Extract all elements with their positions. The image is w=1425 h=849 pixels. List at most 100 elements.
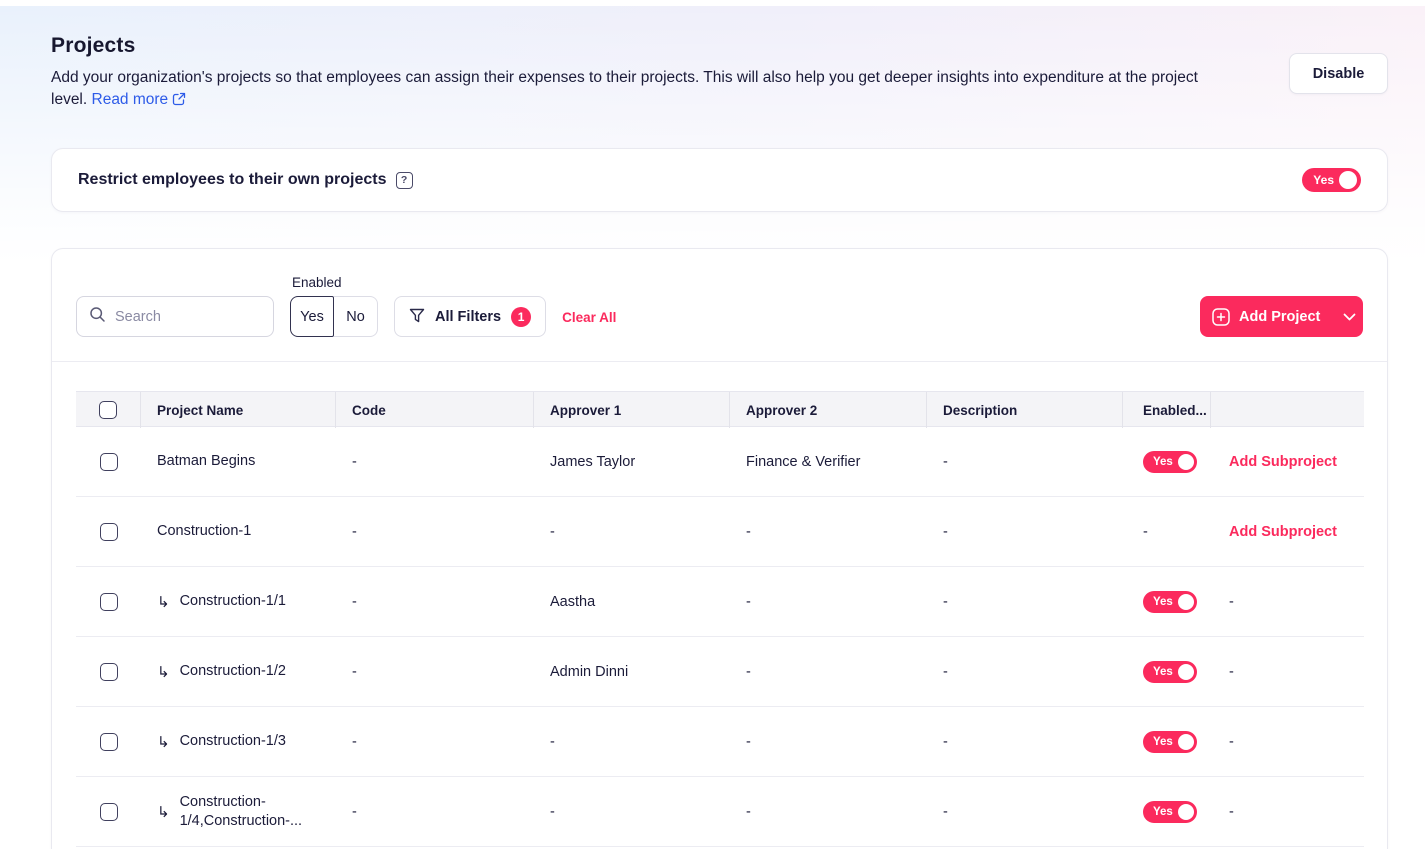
subproject-arrow-icon: ↳ xyxy=(157,592,170,611)
project-name-text: Construction-1/2 xyxy=(179,663,286,679)
select-all-checkbox[interactable] xyxy=(99,401,117,419)
enabled-cell: Yes xyxy=(1123,730,1211,753)
enabled-cell: Yes xyxy=(1123,800,1211,823)
all-filters-button[interactable]: All Filters 1 xyxy=(394,296,547,337)
row-checkbox[interactable] xyxy=(99,732,118,751)
enabled-toggle[interactable]: Yes xyxy=(1143,590,1197,613)
toggle-knob xyxy=(1177,593,1194,610)
approver-1-cell: - xyxy=(550,803,555,820)
row-select-cell xyxy=(76,802,141,821)
code-cell: - xyxy=(352,733,357,750)
row-action-cell: Add Subproject xyxy=(1211,454,1364,470)
table-header-description: Description xyxy=(927,392,1123,428)
approver-1-cell: - xyxy=(550,523,555,540)
add-project-label: Add Project xyxy=(1239,308,1321,325)
enabled-toggle-label: Yes xyxy=(1153,805,1173,818)
row-checkbox[interactable] xyxy=(99,452,118,471)
restrict-setting-card: Restrict employees to their own projects… xyxy=(51,148,1388,212)
page-description: Add your organization's projects so that… xyxy=(51,67,1211,113)
approver-1-cell: Admin Dinni xyxy=(550,663,629,680)
chevron-down-icon[interactable] xyxy=(1343,313,1356,321)
clear-all-link[interactable]: Clear All xyxy=(562,310,617,325)
row-checkbox[interactable] xyxy=(99,592,118,611)
external-link-icon xyxy=(172,91,186,113)
disable-button[interactable]: Disable xyxy=(1289,53,1388,94)
row-action-cell: - xyxy=(1229,733,1234,750)
project-name-cell: ↳ Construction-1/3 xyxy=(141,732,336,751)
description-cell: - xyxy=(943,453,948,470)
plus-square-icon xyxy=(1212,307,1230,326)
enabled-filter-label: Enabled xyxy=(292,275,342,290)
project-name-text: Construction-1 xyxy=(157,523,252,539)
code-cell: - xyxy=(352,523,357,540)
restrict-setting-toggle[interactable]: Yes xyxy=(1302,168,1361,192)
toggle-knob xyxy=(1177,733,1194,750)
table-header-actions xyxy=(1211,392,1364,428)
enabled-toggle[interactable]: Yes xyxy=(1143,800,1197,823)
read-more-link[interactable]: Read more xyxy=(92,91,187,108)
row-select-cell xyxy=(76,452,141,471)
table-header-approver-1: Approver 1 xyxy=(534,392,730,428)
search-icon xyxy=(89,306,106,328)
row-checkbox[interactable] xyxy=(99,802,118,821)
enabled-cell: Yes xyxy=(1123,450,1211,473)
project-name-text: Construction-1/3 xyxy=(179,733,286,749)
approver-1-cell: Aastha xyxy=(550,593,596,610)
table-header-code: Code xyxy=(336,392,534,428)
row-action-cell: - xyxy=(1229,803,1234,820)
code-cell: - xyxy=(352,803,357,820)
enabled-option-yes[interactable]: Yes xyxy=(290,296,334,337)
enabled-filter-group: Enabled Yes No xyxy=(290,275,378,337)
add-project-button[interactable]: Add Project xyxy=(1200,296,1363,337)
approver-2-cell: - xyxy=(746,523,751,540)
enabled-toggle-label: Yes xyxy=(1153,455,1173,468)
page-title: Projects xyxy=(51,34,136,57)
row-action-cell: - xyxy=(1229,593,1234,610)
code-cell: - xyxy=(352,453,357,470)
table-header-row: Project Name Code Approver 1 Approver 2 … xyxy=(76,391,1364,428)
enabled-toggle-label: Yes xyxy=(1153,735,1173,748)
enabled-toggle[interactable]: Yes xyxy=(1143,730,1197,753)
toggle-knob xyxy=(1177,663,1194,680)
help-icon[interactable]: ? xyxy=(395,171,413,189)
enabled-toggle[interactable]: Yes xyxy=(1143,450,1197,473)
description-cell: - xyxy=(943,593,948,610)
hero-gradient xyxy=(0,6,1425,264)
row-select-cell xyxy=(76,522,141,541)
toggle-knob xyxy=(1177,803,1194,820)
search-input[interactable] xyxy=(115,308,261,325)
table-row: Batman Begins - James Taylor Finance & Veri… xyxy=(76,427,1364,497)
add-subproject-link[interactable]: Add Subproject xyxy=(1229,453,1337,470)
subproject-arrow-icon: ↳ xyxy=(157,802,170,821)
filter-bar: Enabled Yes No All Filters 1 Clear All A… xyxy=(52,249,1387,362)
approver-2-cell: - xyxy=(746,733,751,750)
table-row: ↳ Construction-1/4,Construction-... - - - - Ye… xyxy=(76,777,1364,847)
filter-count-badge: 1 xyxy=(511,306,532,327)
subproject-arrow-icon: ↳ xyxy=(157,732,170,751)
row-checkbox[interactable] xyxy=(99,522,118,541)
enabled-segmented-control: Yes No xyxy=(290,296,378,337)
restrict-toggle-label: Yes xyxy=(1313,173,1334,187)
row-checkbox[interactable] xyxy=(99,662,118,681)
enabled-cell: Yes xyxy=(1123,660,1211,683)
table-header-select-all xyxy=(76,392,141,428)
row-select-cell xyxy=(76,732,141,751)
table-header-project-name: Project Name xyxy=(141,392,336,428)
table-row: ↳ Construction-1/3 - - - - Yes - xyxy=(76,707,1364,777)
description-cell: - xyxy=(943,803,948,820)
search-box[interactable] xyxy=(76,296,274,337)
row-action-cell: Add Subproject xyxy=(1211,524,1364,540)
add-subproject-link[interactable]: Add Subproject xyxy=(1229,523,1337,540)
enabled-option-no[interactable]: No xyxy=(334,296,378,337)
enabled-toggle[interactable]: Yes xyxy=(1143,660,1197,683)
project-name-cell: ↳ Construction-1/1 xyxy=(141,592,336,611)
project-name-cell: ↳ Construction-1/2 xyxy=(141,662,336,681)
toggle-knob xyxy=(1339,171,1357,189)
table-row: ↳ Construction-1/1 - Aastha - - Yes - xyxy=(76,567,1364,637)
project-name-text: Construction-1/1 xyxy=(179,593,286,609)
row-select-cell xyxy=(76,662,141,681)
projects-table: Project Name Code Approver 1 Approver 2 … xyxy=(76,391,1364,847)
enabled-toggle-label: Yes xyxy=(1153,665,1173,678)
page-header: Projects Add your organization's project… xyxy=(51,34,1388,113)
approver-1-cell: James Taylor xyxy=(550,453,636,470)
